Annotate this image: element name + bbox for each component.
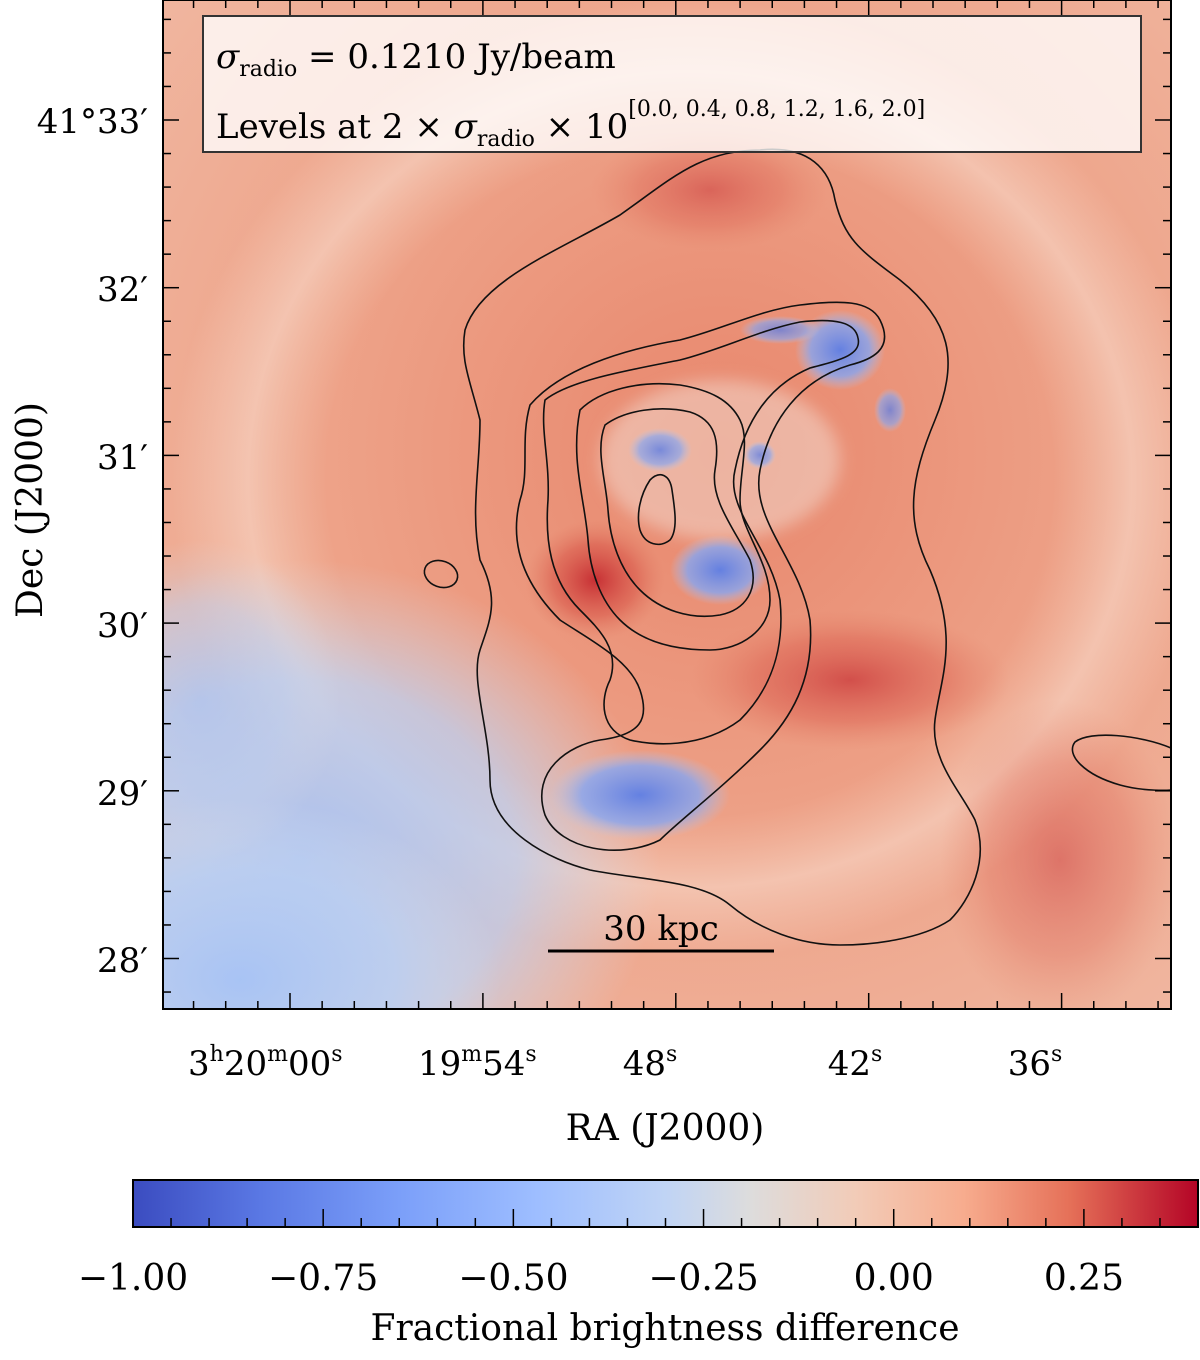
contour-blob-right [1071, 734, 1172, 792]
colorbar-label: Fractional brightness difference [370, 1308, 959, 1349]
annotation-line2: Levels at 2 × σradio × 10[0.0, 0.4, 0.8,… [216, 97, 925, 152]
contour-blob-left [423, 559, 459, 589]
x-tick-label: 36s [1008, 1042, 1063, 1084]
colorbar-tick-label: −1.00 [78, 1258, 188, 1299]
x-tick-label: 3h20m00s [188, 1042, 343, 1084]
x-tick-label: 19m54s [418, 1042, 537, 1084]
y-tick-label: 28′ [97, 941, 148, 981]
colorbar: −1.00 −0.75 −0.50 −0.25 0.00 0.25 Fractional … [78, 1179, 1199, 1349]
annotation-line1: σradio = 0.1210 Jy/beam [216, 37, 616, 82]
contour-level-2 [515, 301, 886, 851]
colorbar-tick-label: −0.25 [648, 1258, 758, 1299]
y-axis-label: Dec (J2000) [10, 402, 51, 618]
colorbar-tick-labels: −1.00 −0.75 −0.50 −0.25 0.00 0.25 [78, 1258, 1124, 1299]
contour-level-1 [462, 148, 981, 946]
y-tick-label: 30′ [97, 606, 148, 646]
colorbar-tick-label: 0.25 [1044, 1258, 1124, 1299]
y-tick-labels: 41°33′ 32′ 31′ 30′ 29′ 28′ [37, 102, 148, 981]
scale-bar-label: 30 kpc [603, 909, 718, 949]
contour-level-4 [575, 382, 771, 651]
colorbar-tick-label: 0.00 [854, 1258, 934, 1299]
y-tick-label: 32′ [97, 270, 148, 310]
axis-ticks [163, 0, 1171, 1009]
plot-frame [162, 0, 1172, 1010]
scale-bar: 30 kpc [548, 909, 774, 953]
radio-contours [423, 148, 1172, 946]
x-tick-label: 42s [828, 1042, 883, 1084]
x-tick-labels: 3h20m00s 19m54s 48s 42s 36s [188, 1042, 1062, 1084]
contour-level-3 [542, 319, 860, 745]
y-tick-label: 29′ [97, 774, 148, 814]
y-tick-label: 31′ [97, 438, 148, 478]
colorbar-tick-label: −0.75 [268, 1258, 378, 1299]
contour-level-5 [600, 408, 754, 618]
contour-level-6 [637, 474, 676, 546]
y-tick-label: 41°33′ [37, 102, 148, 142]
colorbar-ticks [132, 1209, 1199, 1227]
x-axis-label: RA (J2000) [566, 1108, 765, 1149]
x-tick-label: 48s [623, 1042, 678, 1084]
annotation-box: σradio = 0.1210 Jy/beam Levels at 2 × σr… [202, 15, 1142, 153]
residual-image [163, 0, 1171, 1009]
colorbar-tick-label: −0.50 [458, 1258, 568, 1299]
